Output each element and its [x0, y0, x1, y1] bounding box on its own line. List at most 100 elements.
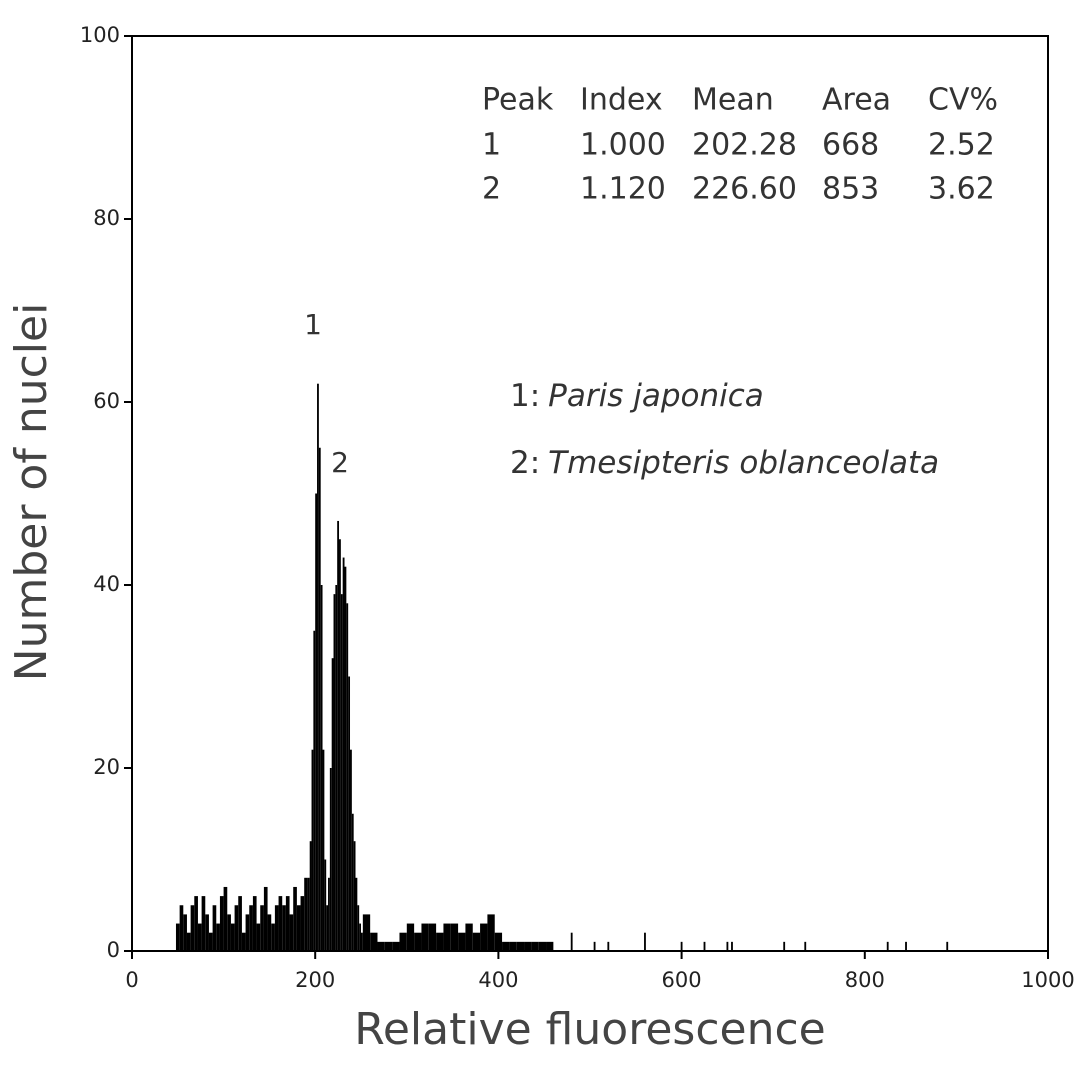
bar: [886, 941, 889, 951]
bar: [216, 923, 220, 951]
table-header: Peak: [482, 83, 554, 118]
bar: [331, 658, 334, 951]
bar: [311, 749, 314, 951]
bar: [278, 896, 283, 951]
bar: [524, 941, 532, 951]
bar: [183, 914, 187, 951]
bar: [324, 859, 327, 951]
bar: [516, 941, 525, 951]
legend-entry: 2: Tmesipteris oblanceolata: [510, 445, 939, 481]
bar: [230, 923, 235, 951]
bar: [428, 923, 437, 951]
table-cell: 2: [482, 172, 501, 207]
bar: [783, 941, 786, 951]
bar: [570, 932, 573, 951]
legend-label: 1:: [510, 378, 540, 414]
x-tick-label: 400: [478, 968, 518, 992]
bar: [263, 886, 268, 951]
bar: [346, 603, 349, 951]
bar: [362, 914, 371, 951]
bar: [443, 923, 451, 951]
x-tick-label: 0: [125, 968, 138, 992]
bar: [472, 932, 481, 951]
bar: [329, 768, 332, 951]
bar: [234, 905, 239, 951]
bar: [342, 557, 345, 951]
bar: [731, 941, 733, 951]
legend-label: 2:: [510, 445, 540, 481]
bar: [350, 749, 352, 951]
bar: [392, 941, 400, 951]
legend-entry: 1: Paris japonica: [510, 378, 764, 414]
bar: [538, 941, 547, 951]
bar: [309, 841, 312, 951]
table-cell: 202.28: [692, 128, 797, 163]
x-axis-title: Relative fluorescence: [354, 1004, 825, 1055]
table-cell: 853: [822, 172, 879, 207]
bar: [406, 923, 415, 951]
bar: [494, 932, 503, 951]
bar: [348, 676, 351, 951]
bar: [223, 886, 228, 951]
bar: [333, 594, 336, 951]
bar: [726, 941, 729, 951]
bar: [304, 877, 308, 951]
bar: [502, 941, 510, 951]
x-tick-label: 600: [662, 968, 702, 992]
bar: [355, 877, 358, 951]
table-header: Area: [822, 83, 891, 118]
bar: [186, 932, 191, 951]
bar: [399, 932, 407, 951]
bar: [328, 877, 330, 951]
bar: [340, 594, 343, 951]
bar: [370, 932, 378, 951]
bar: [353, 841, 356, 951]
bar: [293, 886, 297, 951]
plot-frame: [131, 35, 1049, 952]
bar: [465, 923, 473, 951]
bar: [414, 932, 422, 951]
bar: [436, 932, 444, 951]
bar: [271, 923, 275, 951]
table-cell: 1: [482, 128, 501, 163]
y-tick-label: 0: [107, 938, 120, 962]
bar: [197, 923, 202, 951]
bar: [238, 896, 242, 951]
bar: [274, 905, 279, 951]
y-tick-label: 80: [93, 206, 120, 230]
table-cell: 2.52: [928, 128, 995, 163]
bar: [680, 941, 683, 951]
bar: [905, 941, 907, 951]
bar: [359, 923, 361, 951]
bar: [344, 566, 347, 951]
y-axis-title: Number of nuclei: [6, 303, 57, 682]
bar: [285, 896, 290, 951]
bar: [384, 941, 393, 951]
bar: [531, 941, 539, 951]
bar: [289, 914, 294, 951]
table-cell: 3.62: [928, 172, 995, 207]
bar: [804, 941, 807, 951]
bar: [357, 905, 360, 951]
bar: [313, 630, 316, 951]
y-tick-label: 100: [80, 23, 120, 47]
bar: [267, 914, 272, 951]
table-header: Index: [580, 83, 663, 118]
bar: [252, 896, 257, 951]
bar: [337, 520, 340, 951]
bar: [487, 914, 495, 951]
bar: [205, 914, 209, 951]
bar: [315, 493, 318, 951]
table-cell: 1.120: [580, 172, 666, 207]
bar: [175, 923, 180, 951]
bar: [227, 914, 231, 951]
table-cell: 226.60: [692, 172, 797, 207]
bar: [509, 941, 517, 951]
x-tick-label: 800: [845, 968, 885, 992]
bar: [256, 923, 261, 951]
bar: [450, 923, 459, 951]
bar: [208, 932, 213, 951]
bar: [318, 447, 321, 951]
bar: [703, 941, 706, 951]
